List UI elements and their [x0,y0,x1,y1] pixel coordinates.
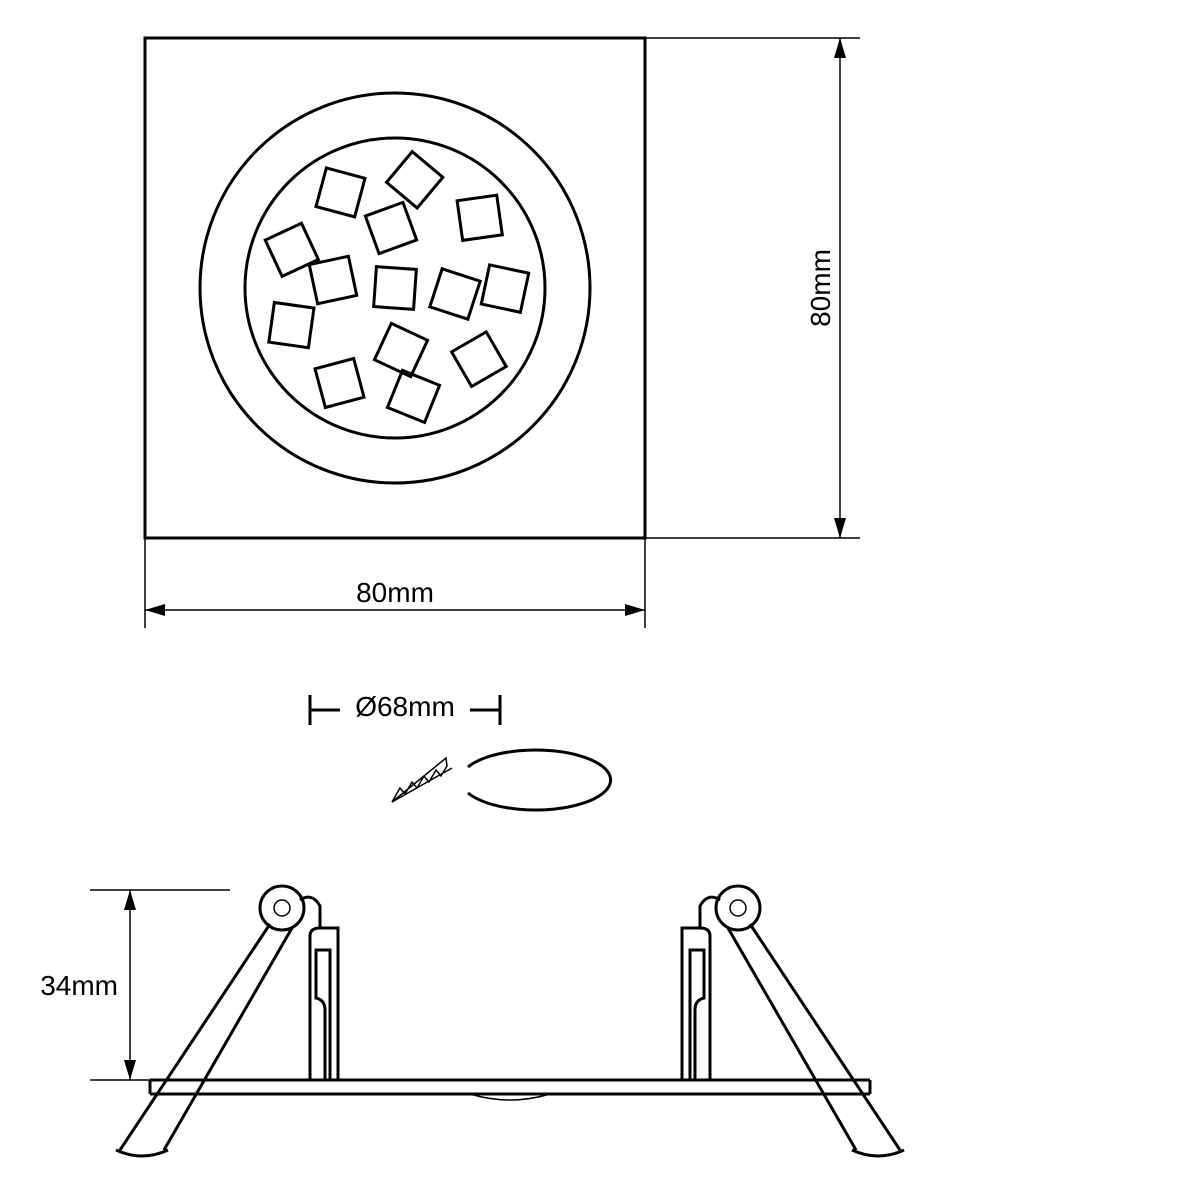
holesaw-icon [392,758,452,802]
technical-drawing: 80mm 80mm Ø68mm [0,0,1200,1200]
cutout-label: Ø68mm [355,691,455,722]
led-chip [309,256,356,303]
top-view [145,38,645,538]
fixture-outer-circle [200,93,590,483]
led-chip [481,265,528,312]
led-chip [430,269,480,319]
dimension-height: 80mm [645,38,860,538]
led-chip [365,202,416,253]
can-wall-left [310,928,338,1080]
led-chip [452,332,507,387]
height-label: 80mm [805,249,836,327]
spring-pivot-left [260,886,304,930]
faceplate [150,1080,870,1100]
led-chips [265,152,529,423]
dimension-width: 80mm [145,538,645,628]
led-chip [316,168,365,217]
led-chip [374,267,417,310]
cutout-indicator: Ø68mm [310,691,611,810]
side-view: 34mm [40,886,904,1156]
fixture-square-outline [145,38,645,538]
spring-pivot-right [716,886,760,930]
led-chip [374,323,427,376]
led-chip [457,195,502,240]
can-wall-right [682,928,710,1080]
spring-legs-right [728,924,904,1156]
spring-legs-left [116,924,292,1156]
led-chip [269,303,314,348]
led-chip [387,370,439,422]
width-label: 80mm [356,577,434,608]
cutout-ellipse [468,750,611,810]
led-chip [387,152,443,208]
fixture-inner-circle [245,138,545,438]
led-chip [315,358,364,407]
dimension-depth: 34mm [40,890,230,1080]
depth-label: 34mm [40,970,118,1001]
